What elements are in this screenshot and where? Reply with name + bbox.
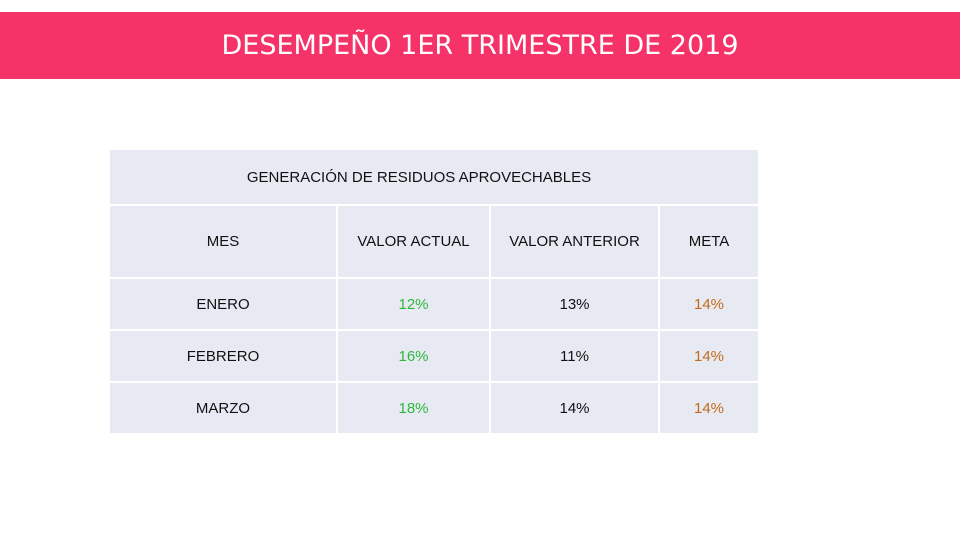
cell-target: 14% (657, 381, 759, 433)
slide-title: DESEMPEÑO 1ER TRIMESTRE DE 2019 (221, 30, 739, 61)
cell-current-value: 12% (336, 277, 491, 331)
header-target: META (657, 204, 759, 279)
title-banner: DESEMPEÑO 1ER TRIMESTRE DE 2019 (0, 12, 960, 79)
cell-month: FEBRERO (110, 329, 338, 383)
header-current-value: VALOR ACTUAL (336, 204, 491, 279)
waste-generation-table: GENERACIÓN DE RESIDUOS APROVECHABLES MES… (110, 150, 759, 433)
cell-current-value: 16% (336, 329, 491, 383)
cell-target: 14% (657, 277, 759, 331)
header-month: MES (110, 204, 338, 279)
table-title-row: GENERACIÓN DE RESIDUOS APROVECHABLES (110, 150, 759, 206)
header-previous-value: VALOR ANTERIOR (489, 204, 660, 279)
cell-previous-value: 11% (489, 329, 660, 383)
cell-previous-value: 14% (489, 381, 660, 433)
table-row: ENERO 12% 13% 14% (110, 277, 759, 331)
cell-target: 14% (657, 329, 759, 383)
cell-month: MARZO (110, 381, 338, 433)
cell-previous-value: 13% (489, 277, 660, 331)
table-header-row: MES VALOR ACTUAL VALOR ANTERIOR META (110, 204, 759, 279)
table-row: MARZO 18% 14% 14% (110, 381, 759, 433)
table-row: FEBRERO 16% 11% 14% (110, 329, 759, 383)
table-title: GENERACIÓN DE RESIDUOS APROVECHABLES (110, 150, 759, 206)
cell-current-value: 18% (336, 381, 491, 433)
cell-month: ENERO (110, 277, 338, 331)
